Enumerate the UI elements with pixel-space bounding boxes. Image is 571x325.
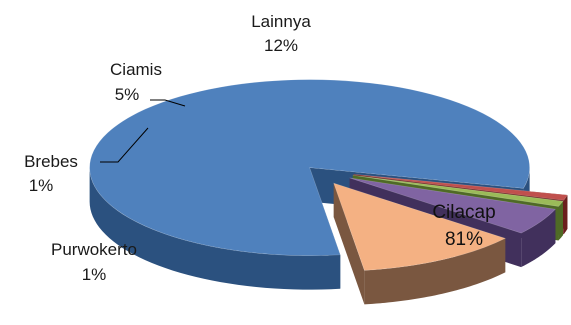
label-ciamis-name: Ciamis (110, 60, 162, 79)
slice-brebes-wall-0 (563, 194, 568, 235)
slice-ciamis (349, 177, 556, 234)
slice-tops (89, 79, 568, 271)
slice-lainnya-wall-0 (364, 238, 506, 305)
slice-brebes (353, 173, 568, 201)
slice-purwokerto-wall-0 (558, 201, 563, 241)
label-ciamis-value: 5% (115, 85, 140, 104)
label-brebes-value: 1% (29, 176, 54, 195)
label-lainnya-name: Lainnya (251, 12, 311, 31)
slice-cilacap (89, 79, 530, 256)
label-lainnya-value: 12% (264, 36, 298, 55)
label-cilacap-name: Cilacap (432, 202, 495, 223)
label-cilacap-value: 81% (445, 229, 483, 250)
slice-ciamis-wall-0 (521, 209, 556, 268)
slice-cilacap-wall-0 (89, 167, 341, 290)
label-brebes-name: Brebes (24, 152, 78, 171)
slice-purwokerto (352, 174, 564, 207)
leader-line-brebes (100, 127, 149, 163)
slice-lainnya-side-1 (333, 183, 365, 305)
leader-line-ciamis (150, 99, 186, 107)
slice-lainnya (333, 182, 507, 271)
label-purwokerto-name: Purwokerto (51, 240, 137, 259)
label-purwokerto-value: 1% (82, 265, 107, 284)
